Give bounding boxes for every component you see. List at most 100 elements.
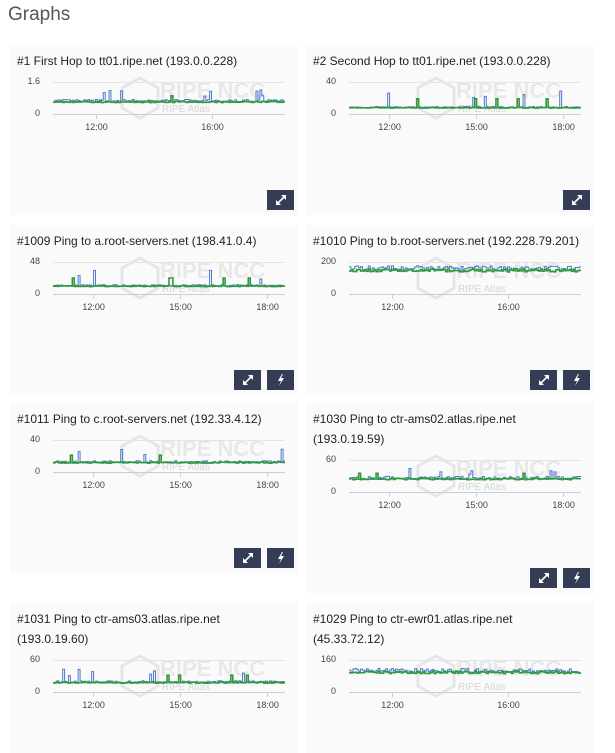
chart-plot [53, 660, 285, 697]
graph-card: #2 Second Hop to tt01.ripe.net (193.0.0.… [306, 45, 594, 215]
y-axis-max-label: 40 [29, 434, 40, 444]
y-axis-max-label: 40 [325, 76, 336, 86]
graph-title: #1029 Ping to ctr-ewr01.atlas.ripe.net (4… [313, 609, 590, 649]
series-b-line [349, 670, 581, 675]
x-tick-label: 12:00 [381, 302, 404, 312]
graph-title-line: #1029 Ping to ctr-ewr01.atlas.ripe.net [313, 612, 513, 626]
x-tick-label: 18:00 [256, 700, 279, 710]
graph-actions [234, 548, 294, 568]
x-tick-label: 12:00 [378, 500, 401, 510]
x-tick-label: 12:00 [381, 700, 404, 710]
x-tick-label: 18:00 [552, 122, 575, 132]
graph-title-line: (193.0.19.60) [17, 632, 89, 646]
graph-title: #1010 Ping to b.root-servers.net (192.22… [313, 231, 590, 251]
graph-actions [530, 370, 590, 390]
live-button[interactable] [267, 370, 294, 390]
graph-actions [234, 370, 294, 390]
graph-title: #1011 Ping to c.root-servers.net (192.33… [17, 409, 294, 429]
series-a-line [53, 89, 285, 104]
x-tick-label: 15:00 [169, 480, 192, 490]
lightning-bolt-icon [573, 572, 580, 584]
graph-actions [267, 190, 294, 210]
live-button[interactable] [563, 370, 590, 390]
graph-actions [563, 190, 590, 210]
ping-chart: RIPE NCC RIPE Atlas 40 0 12:00 15:00 18:00 [10, 434, 298, 510]
chart-plot [53, 262, 285, 299]
expand-button[interactable] [267, 190, 294, 210]
x-tick-label: 18:00 [256, 480, 279, 490]
series-b-line [349, 268, 581, 273]
y-axis-zero-label: 0 [330, 486, 336, 496]
ping-chart: RIPE NCC RIPE Atlas 48 0 12:00 15:00 18:00 [10, 256, 298, 332]
expand-button[interactable] [234, 548, 261, 568]
expand-arrows-icon [538, 375, 549, 385]
graph-title-line: #1011 Ping to c.root-servers.net (192.33… [17, 412, 262, 426]
graph-title: #1031 Ping to ctr-ams03.atlas.ripe.net (1… [17, 609, 294, 649]
lightning-bolt-icon [277, 552, 284, 564]
graph-title-line: #1030 Ping to ctr-ams02.atlas.ripe.net [313, 412, 516, 426]
ping-chart: RIPE NCC RIPE Atlas 200 0 12:00 16:00 [306, 256, 594, 332]
y-axis-max-label: 60 [325, 454, 336, 464]
graph-card: #1009 Ping to a.root-servers.net (198.41… [10, 225, 298, 395]
y-axis-zero-label: 0 [34, 288, 40, 298]
expand-arrows-icon [242, 553, 253, 563]
ping-chart: RIPE NCC RIPE Atlas 160 0 12:00 16:00 [306, 654, 594, 730]
ping-chart: RIPE NCC RIPE Atlas 60 0 12:00 15:00 18:00 [10, 654, 298, 730]
live-button[interactable] [267, 548, 294, 568]
series-b-line [53, 674, 285, 684]
y-axis-zero-label: 0 [330, 288, 336, 298]
x-tick-label: 15:00 [169, 700, 192, 710]
x-tick-label: 12:00 [378, 122, 401, 132]
y-axis-max-label: 200 [320, 256, 336, 266]
x-tick-label: 16:00 [497, 302, 520, 312]
expand-button[interactable] [530, 370, 557, 390]
graph-title: #1030 Ping to ctr-ams02.atlas.ripe.net (1… [313, 409, 590, 449]
graph-actions [530, 568, 590, 588]
series-b-line [349, 472, 581, 481]
ping-chart: RIPE NCC RIPE Atlas 60 0 12:00 15:00 18:00 [306, 454, 594, 530]
graph-title-line: #1 First Hop to tt01.ripe.net (193.0.0.2… [17, 54, 238, 68]
graph-title-line: #1010 Ping to b.root-servers.net (192.22… [313, 234, 580, 248]
expand-arrows-icon [571, 195, 582, 205]
graph-card: #1010 Ping to b.root-servers.net (192.22… [306, 225, 594, 395]
graph-title: #2 Second Hop to tt01.ripe.net (193.0.0.… [313, 51, 590, 71]
x-tick-label: 12:00 [82, 480, 105, 490]
ping-chart: RIPE NCC RIPE Atlas 1.6 0 12:00 16:00 [10, 76, 298, 152]
y-axis-max-label: 1.6 [27, 76, 40, 86]
series-a-line [53, 448, 285, 464]
graph-title-line: #1031 Ping to ctr-ams03.atlas.ripe.net [17, 612, 220, 626]
expand-button[interactable] [563, 190, 590, 210]
x-tick-label: 16:00 [201, 122, 224, 132]
expand-button[interactable] [530, 568, 557, 588]
chart-plot [349, 262, 581, 299]
x-tick-label: 16:00 [497, 700, 520, 710]
graph-card: #1 First Hop to tt01.ripe.net (193.0.0.2… [10, 45, 298, 215]
x-tick-label: 15:00 [169, 302, 192, 312]
page-title: Graphs [8, 4, 71, 25]
x-tick-label: 15:00 [465, 122, 488, 132]
chart-plot [349, 460, 581, 497]
x-tick-label: 12:00 [82, 700, 105, 710]
expand-arrows-icon [242, 375, 253, 385]
y-axis-max-label: 48 [29, 256, 40, 266]
expand-button[interactable] [234, 370, 261, 390]
y-axis-max-label: 60 [29, 654, 40, 664]
live-button[interactable] [563, 568, 590, 588]
lightning-bolt-icon [277, 374, 284, 386]
graph-title-line: (193.0.19.59) [313, 432, 385, 446]
graph-card: #1030 Ping to ctr-ams02.atlas.ripe.net (1… [306, 403, 594, 593]
series-b-line [53, 95, 285, 104]
y-axis-max-label: 160 [320, 654, 336, 664]
graph-title-line: (45.33.72.12) [313, 632, 385, 646]
y-axis-zero-label: 0 [34, 108, 40, 118]
y-axis-zero-label: 0 [330, 108, 336, 118]
x-tick-label: 18:00 [552, 500, 575, 510]
x-tick-label: 18:00 [256, 302, 279, 312]
x-tick-label: 15:00 [465, 500, 488, 510]
graph-title-line: #1009 Ping to a.root-servers.net (198.41… [17, 234, 257, 248]
expand-arrows-icon [275, 195, 286, 205]
x-tick-label: 12:00 [82, 302, 105, 312]
series-b-line [53, 454, 285, 464]
graph-card: #1031 Ping to ctr-ams03.atlas.ripe.net (1… [10, 603, 298, 753]
graph-title-line: #2 Second Hop to tt01.ripe.net (193.0.0.… [313, 54, 551, 68]
